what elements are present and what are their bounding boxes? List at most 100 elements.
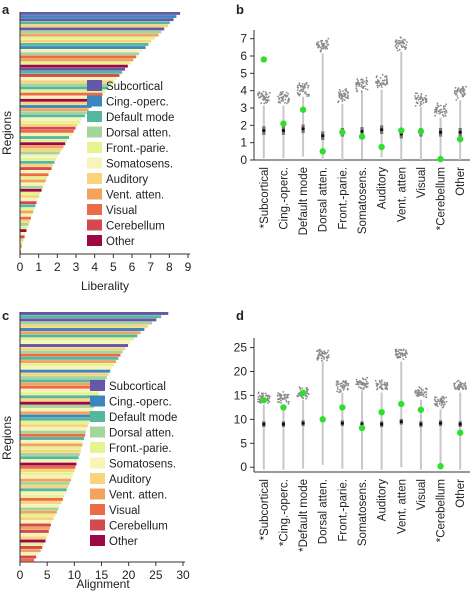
null-sample [436,405,439,408]
region-bar [20,542,44,546]
null-sample [445,396,448,399]
null-sample [283,395,286,398]
null-sample [307,393,310,395]
category-label: *Default mode [298,479,310,552]
null-sample [301,90,304,93]
null-sample [307,85,310,87]
null-sample [400,44,403,47]
null-sample [335,384,338,387]
null-sample [456,90,459,93]
x-tick-label: 5 [44,568,51,582]
legend-swatch [90,380,105,391]
x-tick-label: 20 [122,568,136,582]
null-sample [355,90,358,93]
region-bar [20,497,63,501]
null-sample [362,378,365,381]
region-bar [20,411,93,415]
legend-label: Auditory [109,474,151,486]
null-sample [456,385,459,388]
null-sample [419,392,422,394]
region-bar [20,449,81,453]
region-bar [20,160,55,164]
panel-a-x-label: Liberality [81,279,129,293]
null-sample [464,382,466,385]
null-sample [462,95,464,98]
category-label: Vent. atten [396,479,408,534]
null-sample [342,388,345,391]
null-sample [379,76,382,79]
x-tick-label: 2 [54,260,61,274]
null-sample [394,41,397,43]
null-sample [399,36,402,39]
region-bar [20,472,74,476]
x-tick-label: 8 [166,260,173,274]
null-sample [403,354,406,356]
null-sample [343,381,346,383]
null-sample [286,401,288,403]
null-sample [277,101,280,104]
null-sample [436,102,439,105]
region-bar [20,86,109,90]
null-sample [439,111,441,113]
category-label: Cing.-operc. [278,167,290,230]
region-bar [20,92,103,96]
null-sample [416,102,419,104]
null-sample [318,353,320,356]
category-label: Vent. atten [396,167,408,222]
null-sample [321,354,324,357]
null-sample [281,98,284,101]
category-label: Visual [416,479,428,510]
legend-swatch [87,95,102,107]
region-bar [20,24,168,28]
null-sample [362,383,364,386]
null-sample [445,103,448,106]
region-bar [20,376,107,380]
null-sample [395,39,398,42]
region-bar [20,36,155,40]
legend-swatch [87,126,102,138]
region-bar [20,89,106,93]
region-bar [20,433,86,437]
region-bar [20,379,106,383]
legend-label: Default mode [106,112,174,124]
observed-value-dot [417,406,425,413]
region-bar [20,344,129,347]
null-sample [258,91,261,93]
null-sample [458,385,460,388]
null-sample [396,356,398,359]
null-sample [421,97,424,100]
null-sample [337,101,339,104]
observed-value-dot [456,429,464,436]
y-tick-label: 10 [234,412,248,426]
region-bar [20,347,126,351]
null-sample [284,393,287,396]
region-bar [20,318,157,322]
null-sample [456,89,459,91]
null-sample [435,112,438,114]
region-bar [20,312,169,315]
legend-swatch [87,188,102,200]
panel-d: 0 5 10 15 20 25 *Subcortical *Cing.-operc. *Defa… [234,338,470,552]
null-sample [456,95,459,97]
null-sample [366,83,368,86]
legend-swatch [87,235,102,246]
null-sample [343,99,346,102]
legend-swatch [87,157,102,169]
null-sample [379,82,382,85]
legend-label: Other [106,236,135,248]
null-sample [434,396,436,399]
null-sample [325,39,327,42]
null-sample [394,45,397,47]
region-bar [20,536,47,540]
null-sample [286,393,289,396]
null-sample [278,93,281,96]
null-sample [357,80,359,82]
null-sample [355,87,358,90]
null-sample [304,91,307,93]
region-bar [20,475,73,479]
null-sample [278,97,280,99]
category-label: Visual [416,167,428,198]
null-sample [398,351,401,354]
null-sample [364,88,367,90]
null-median [458,130,462,134]
